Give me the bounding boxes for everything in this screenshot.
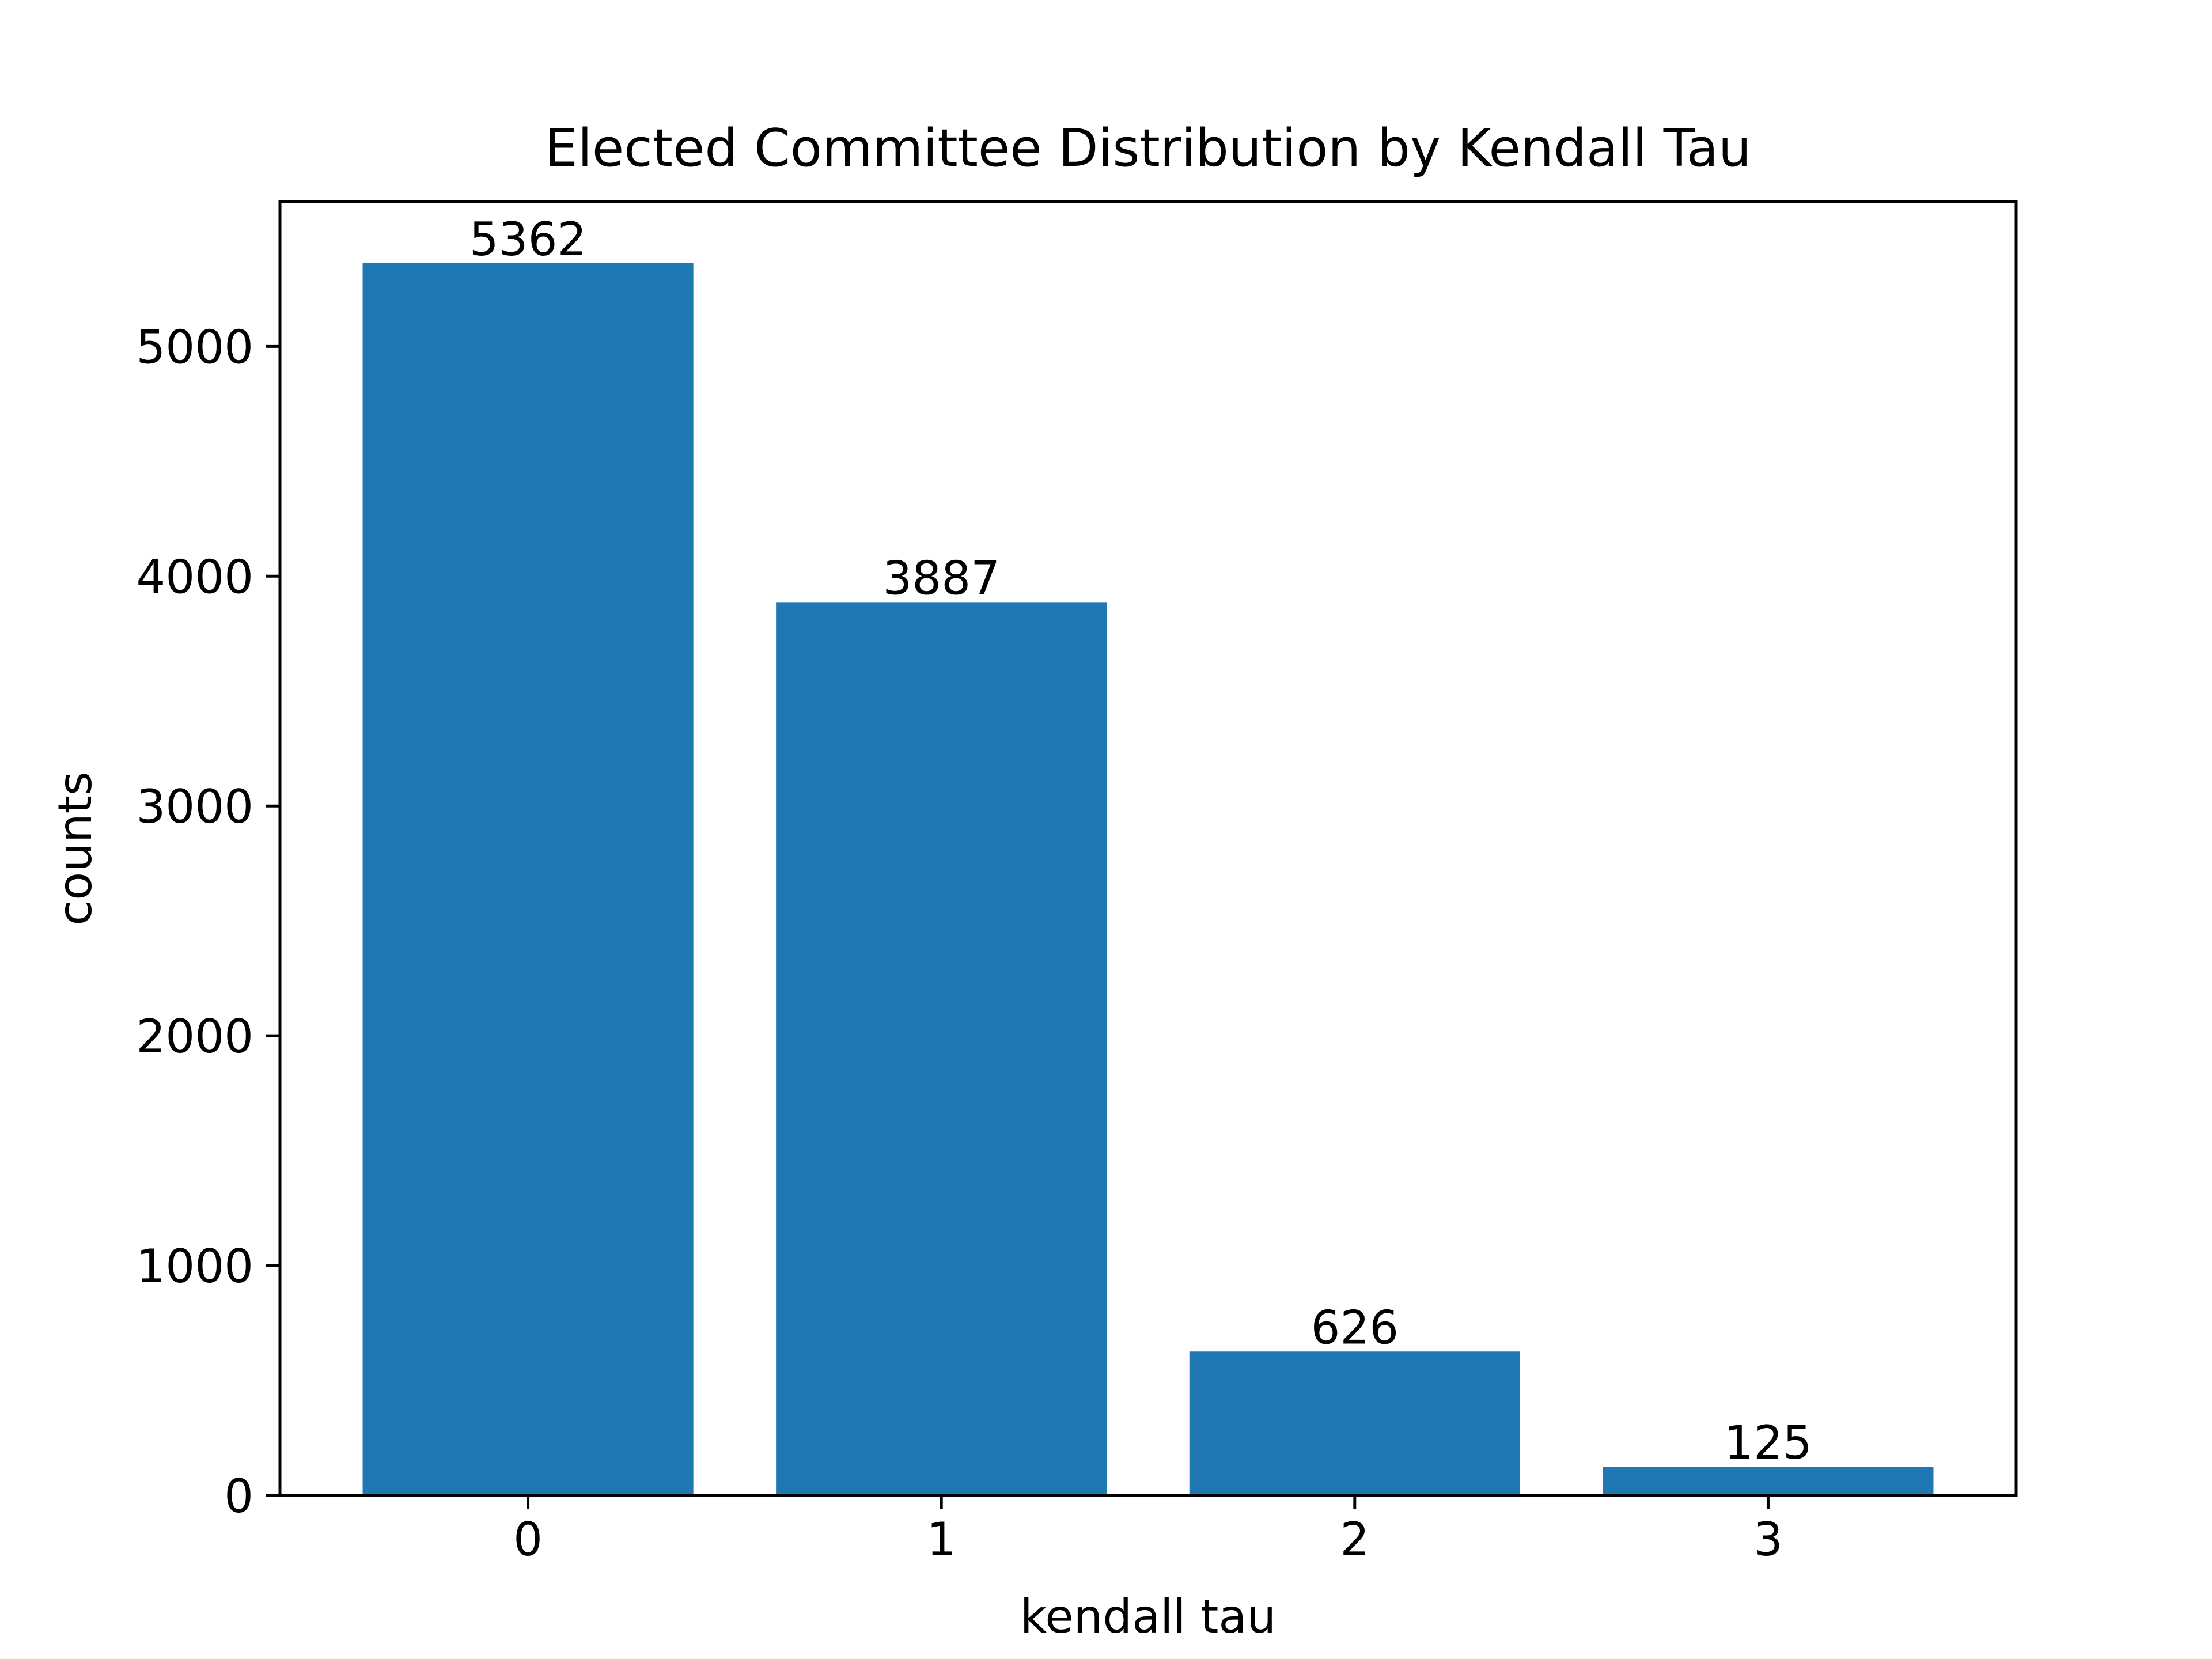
x-tick-label-0: 0 [513, 1513, 543, 1566]
chart-title: Elected Committee Distribution by Kendal… [545, 118, 1751, 179]
bar-2 [1189, 1351, 1520, 1495]
x-tick-label-1: 1 [927, 1513, 956, 1566]
plot-area-frame [278, 200, 2018, 1497]
y-tick-label-1000: 1000 [136, 1240, 253, 1293]
bar-value-label-0: 5362 [469, 213, 587, 266]
bar-value-label-2: 626 [1310, 1301, 1399, 1354]
bars-layer [362, 263, 1934, 1496]
y-tick-label-0: 0 [224, 1469, 253, 1523]
y-tick-label-5000: 5000 [136, 320, 253, 374]
bar-value-label-3: 125 [1724, 1416, 1812, 1469]
y-tick-label-2000: 2000 [136, 1010, 253, 1063]
y-tick-label-3000: 3000 [136, 780, 253, 834]
x-axis-ticks: 0 1 2 3 [513, 1495, 1783, 1566]
x-tick-label-2: 2 [1340, 1513, 1369, 1566]
bar-labels-layer: 5362 3887 626 125 [469, 213, 1812, 1469]
bar-3 [1603, 1467, 1934, 1495]
y-axis-ticks: 0 1000 2000 3000 4000 5000 [136, 320, 280, 1523]
y-axis-label: counts [48, 771, 102, 925]
bar-1 [776, 602, 1107, 1495]
bar-value-label-1: 3887 [882, 551, 1000, 605]
x-tick-label-3: 3 [1753, 1513, 1783, 1566]
bar-0 [362, 263, 694, 1496]
y-tick-label-4000: 4000 [136, 550, 253, 604]
x-axis-label: kendall tau [1020, 1590, 1276, 1643]
